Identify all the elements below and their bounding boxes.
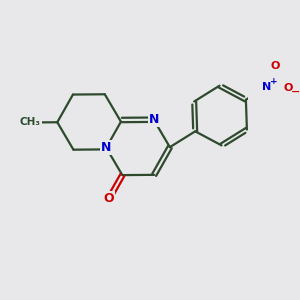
Text: N: N <box>148 113 159 126</box>
Text: +: + <box>270 77 277 86</box>
Text: N: N <box>262 82 271 92</box>
Text: CH₃: CH₃ <box>20 118 41 128</box>
Text: −: − <box>291 87 300 98</box>
Text: O: O <box>104 192 114 205</box>
Text: O: O <box>271 61 280 71</box>
Text: O: O <box>284 83 293 93</box>
Text: N: N <box>101 141 111 154</box>
